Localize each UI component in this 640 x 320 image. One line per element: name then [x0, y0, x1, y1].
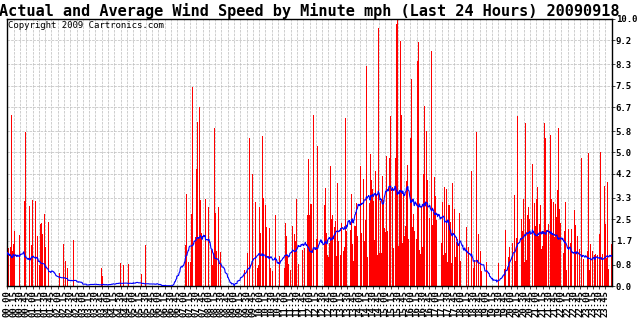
- Text: Copyright 2009 Cartronics.com: Copyright 2009 Cartronics.com: [8, 21, 164, 30]
- Title: Actual and Average Wind Speed by Minute mph (Last 24 Hours) 20090918: Actual and Average Wind Speed by Minute …: [0, 3, 620, 19]
